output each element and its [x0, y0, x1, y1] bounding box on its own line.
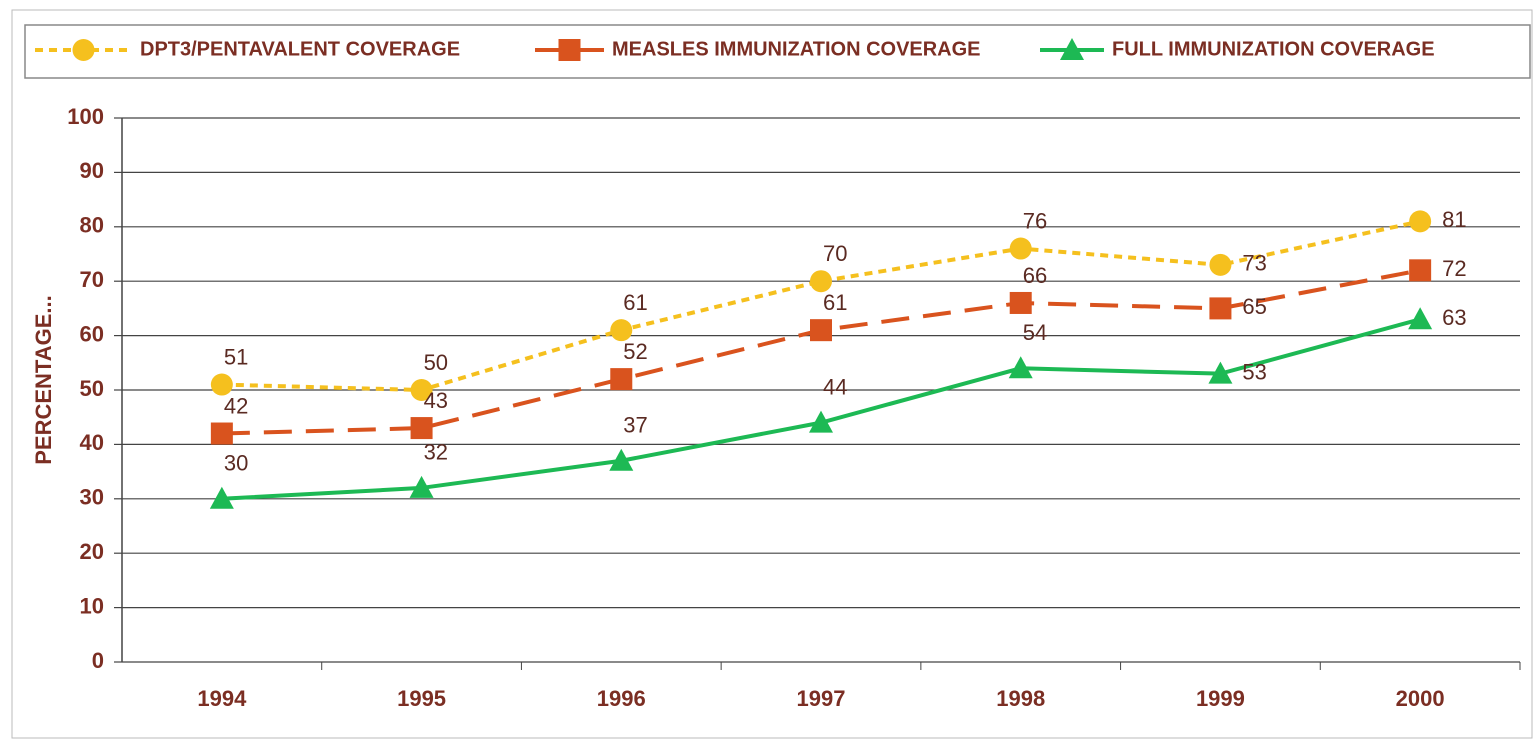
point	[210, 422, 233, 445]
point	[1409, 210, 1432, 233]
data-label: 81	[1442, 207, 1466, 232]
x-tick-label: 1997	[797, 686, 846, 711]
data-label: 37	[623, 413, 647, 438]
point	[409, 475, 434, 498]
point	[1009, 237, 1032, 260]
data-label: 43	[424, 388, 448, 413]
x-tick-label: 1995	[397, 686, 446, 711]
point	[1208, 361, 1233, 384]
x-tick-label: 1994	[197, 686, 247, 711]
y-tick-label: 90	[80, 158, 104, 183]
point	[809, 410, 833, 433]
y-tick-label: 70	[80, 267, 104, 292]
data-label: 61	[823, 290, 847, 315]
legend-marker	[72, 39, 95, 61]
data-label: 76	[1023, 208, 1047, 233]
y-tick-label: 80	[80, 213, 104, 238]
point	[1409, 259, 1432, 282]
point	[1209, 297, 1232, 320]
data-label: 50	[424, 350, 448, 375]
y-axis-label: PERCENTAGE...	[31, 295, 56, 465]
data-label: 54	[1023, 320, 1047, 345]
data-label: 70	[823, 241, 847, 266]
data-label: 44	[823, 374, 847, 399]
legend-marker	[1060, 38, 1084, 60]
x-tick-label: 1996	[597, 686, 646, 711]
point	[810, 319, 832, 342]
data-label: 61	[623, 290, 647, 315]
point	[209, 486, 234, 509]
y-tick-label: 20	[80, 539, 104, 564]
point	[610, 368, 633, 391]
point	[210, 373, 233, 396]
data-label: 51	[224, 344, 248, 369]
x-tick-label: 2000	[1396, 686, 1445, 711]
y-tick-label: 50	[80, 376, 104, 401]
point	[1009, 291, 1032, 314]
legend-box	[24, 24, 1531, 79]
point	[1008, 356, 1033, 379]
legend-marker	[558, 39, 581, 61]
data-label: 73	[1242, 251, 1266, 276]
y-tick-label: 40	[80, 430, 104, 455]
data-label: 32	[424, 440, 448, 465]
y-tick-label: 30	[80, 485, 104, 510]
point	[609, 448, 634, 471]
data-label: 30	[224, 451, 248, 476]
data-label: 42	[224, 393, 248, 418]
point	[410, 417, 433, 440]
y-tick-label: 100	[67, 104, 104, 129]
data-label: 72	[1442, 256, 1466, 281]
series-line	[221, 268, 1421, 436]
x-tick-label: 1998	[996, 686, 1045, 711]
point	[1408, 307, 1433, 330]
y-tick-label: 10	[80, 593, 104, 618]
series-line	[221, 317, 1421, 501]
legend-label: FULL IMMUNIZATION COVERAGE	[1112, 38, 1435, 60]
data-label: 66	[1023, 263, 1047, 288]
data-label: 65	[1242, 294, 1266, 319]
data-label: 52	[623, 339, 647, 364]
data-label: 53	[1242, 359, 1266, 384]
point	[610, 319, 633, 342]
legend-label: MEASLES IMMUNIZATION COVERAGE	[612, 38, 981, 60]
data-label: 63	[1442, 305, 1466, 330]
x-tick-label: 1999	[1196, 686, 1245, 711]
legend-label: DPT3/PENTAVALENT COVERAGE	[140, 38, 460, 60]
chart-border	[11, 9, 1533, 739]
y-tick-label: 60	[80, 321, 104, 346]
y-tick-label: 0	[92, 648, 104, 673]
point	[1209, 253, 1232, 276]
point	[410, 379, 433, 401]
point	[810, 270, 832, 293]
